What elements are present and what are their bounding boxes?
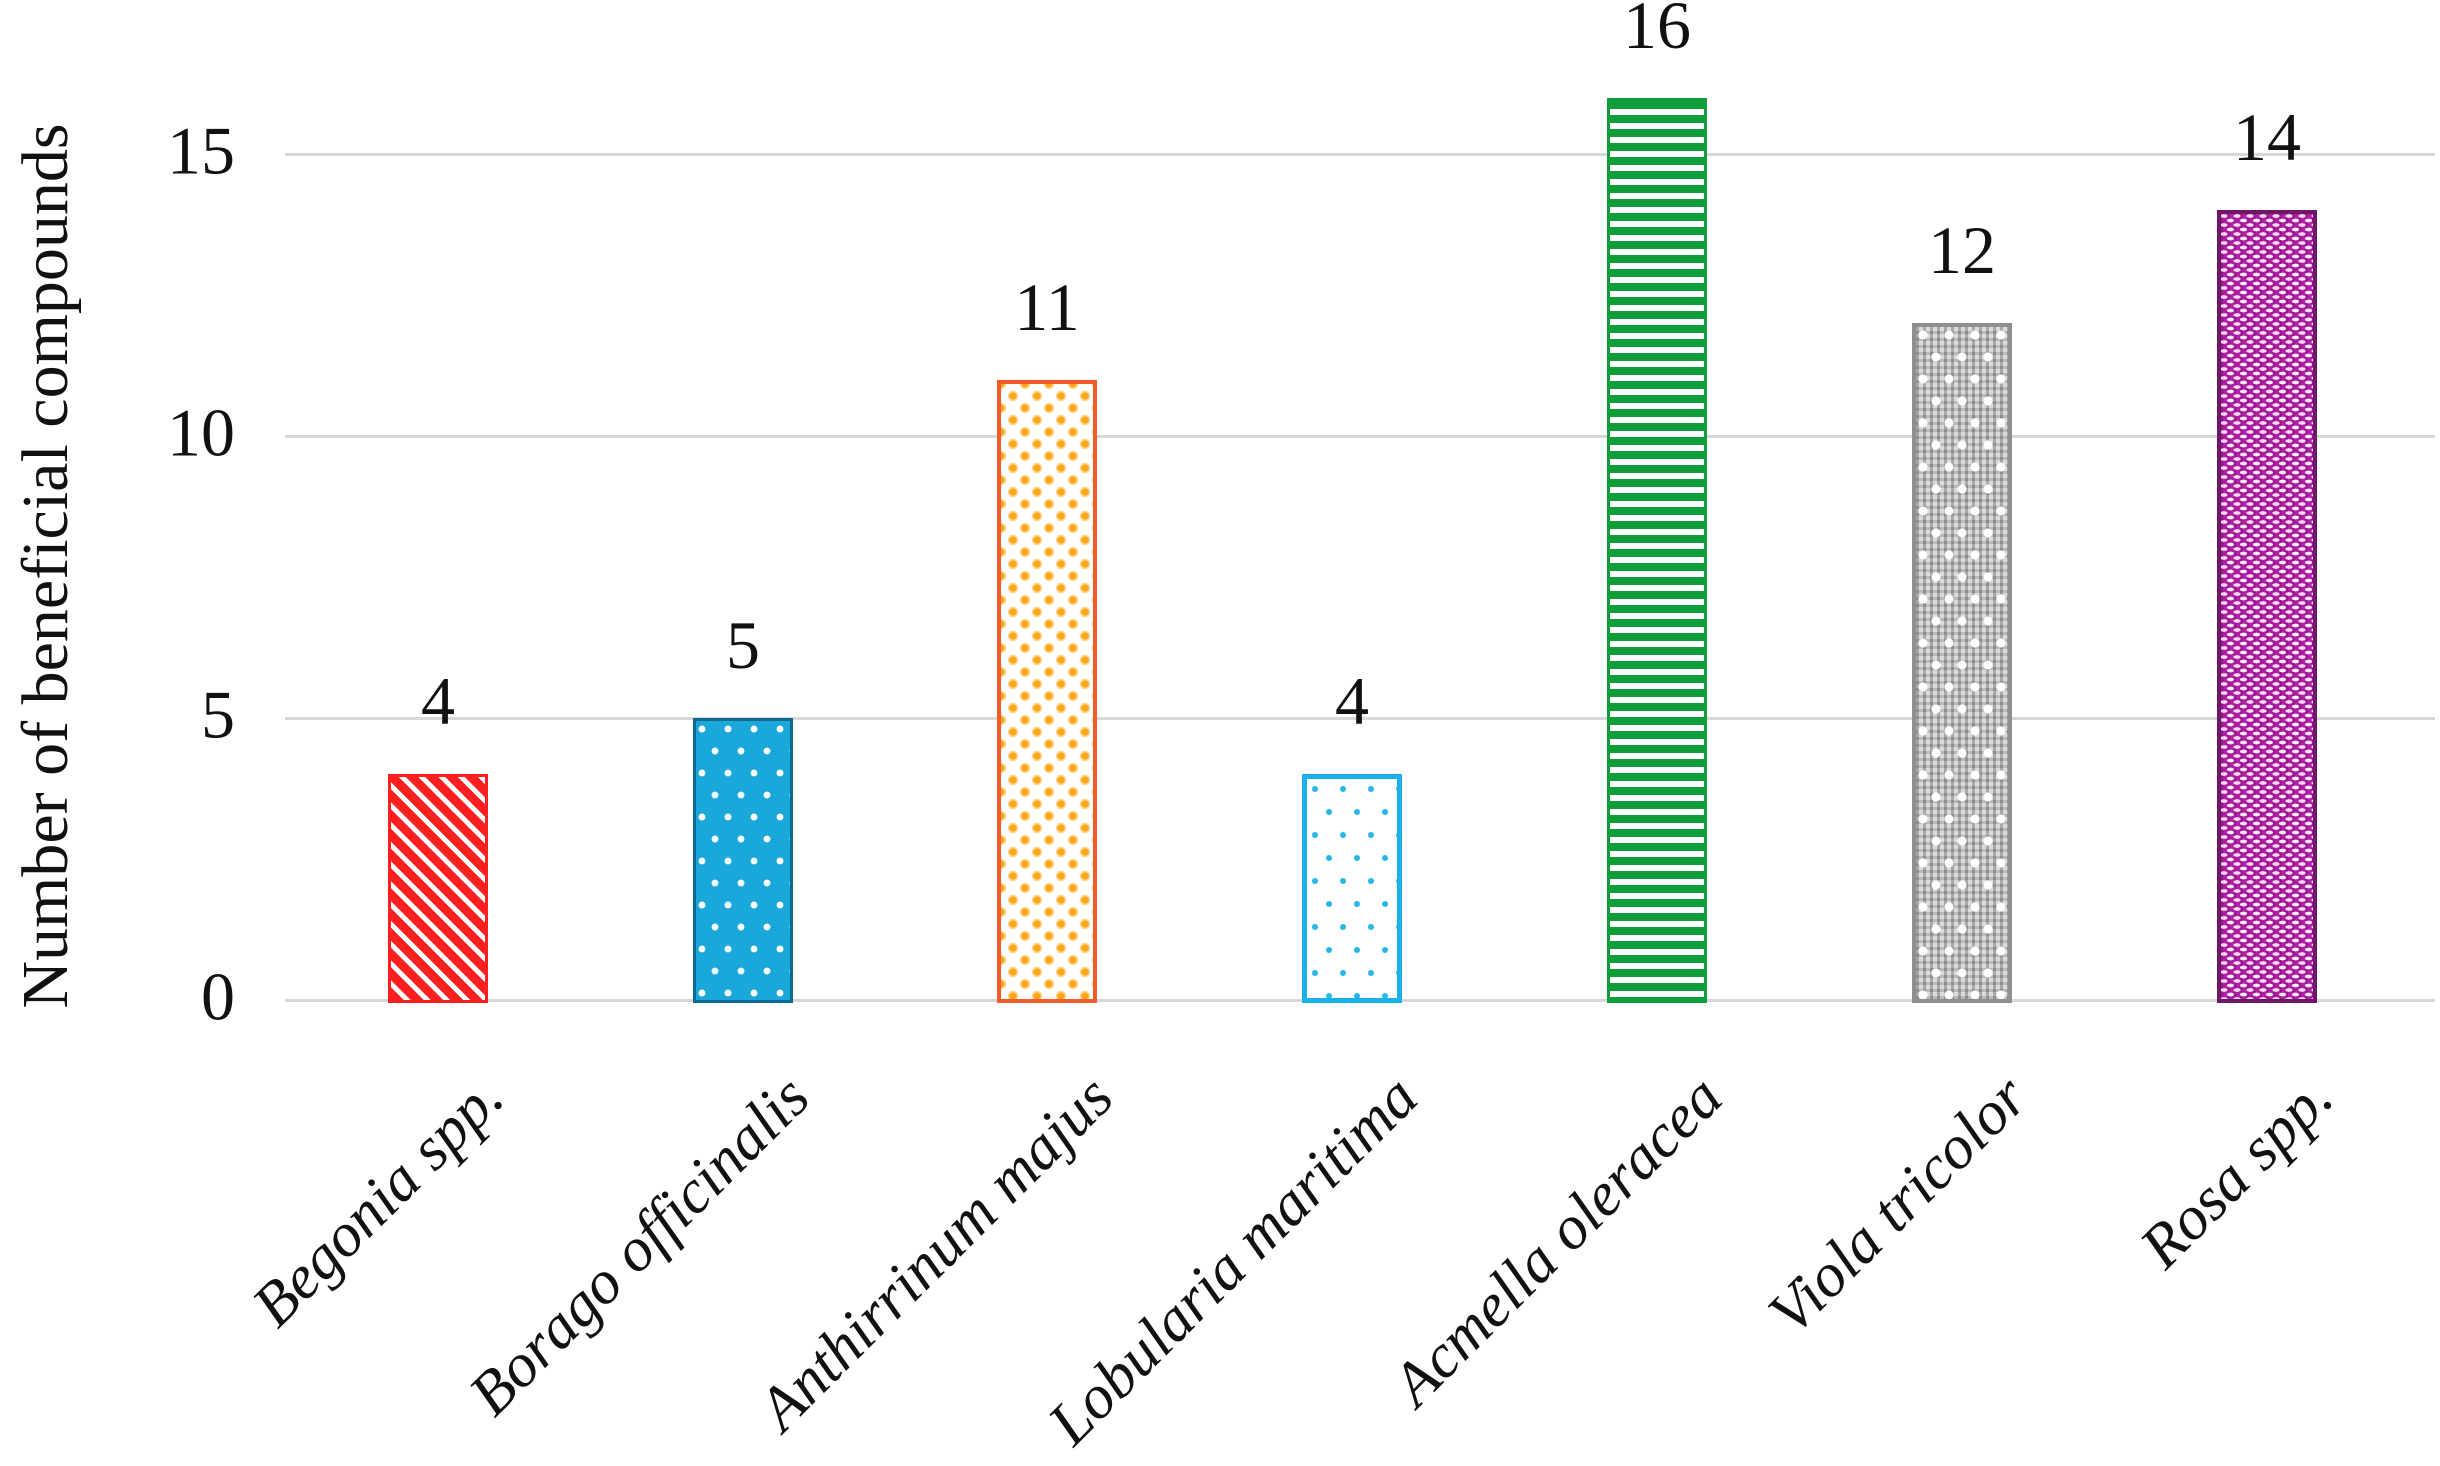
value-label-viola-tricolor: 12 [1928, 212, 1996, 289]
bar-viola-tricolor [1912, 323, 2012, 1003]
bar-anthirrinum-majus [997, 379, 1097, 1003]
bar-acmella-oleracea [1607, 97, 1707, 1003]
category-label-acmella-oleracea: Acmella oleracea [1379, 1062, 1736, 1419]
bar-begonia-spp [388, 774, 488, 1003]
gridline-15 [285, 153, 2435, 156]
value-label-acmella-oleracea: 16 [1623, 0, 1691, 63]
value-label-lobularia-maritima: 4 [1335, 663, 1369, 740]
value-label-rosa-spp: 14 [2233, 99, 2301, 176]
y-tick-label-10: 10 [167, 394, 235, 471]
category-label-viola-tricolor: Viola tricolor [1756, 1062, 2041, 1348]
y-axis-title: Number of beneficial compounds [9, 123, 82, 1009]
y-tick-label-0: 0 [201, 958, 235, 1035]
value-label-anthirrinum-majus: 11 [1014, 268, 1080, 345]
value-label-borago-officinalis: 5 [726, 607, 760, 683]
bar-lobularia-maritima [1302, 774, 1402, 1003]
category-label-rosa-spp: Rosa spp. [2127, 1062, 2346, 1282]
bar-borago-officinalis [693, 718, 793, 1003]
category-label-begonia-spp: Begonia spp. [239, 1062, 517, 1340]
bar-rosa-spp [2217, 210, 2317, 1003]
y-tick-label-15: 15 [167, 112, 235, 189]
gridline-5 [285, 717, 2435, 720]
y-tick-label-5: 5 [201, 676, 235, 753]
value-label-begonia-spp: 4 [421, 663, 455, 740]
gridline-10 [285, 435, 2435, 438]
